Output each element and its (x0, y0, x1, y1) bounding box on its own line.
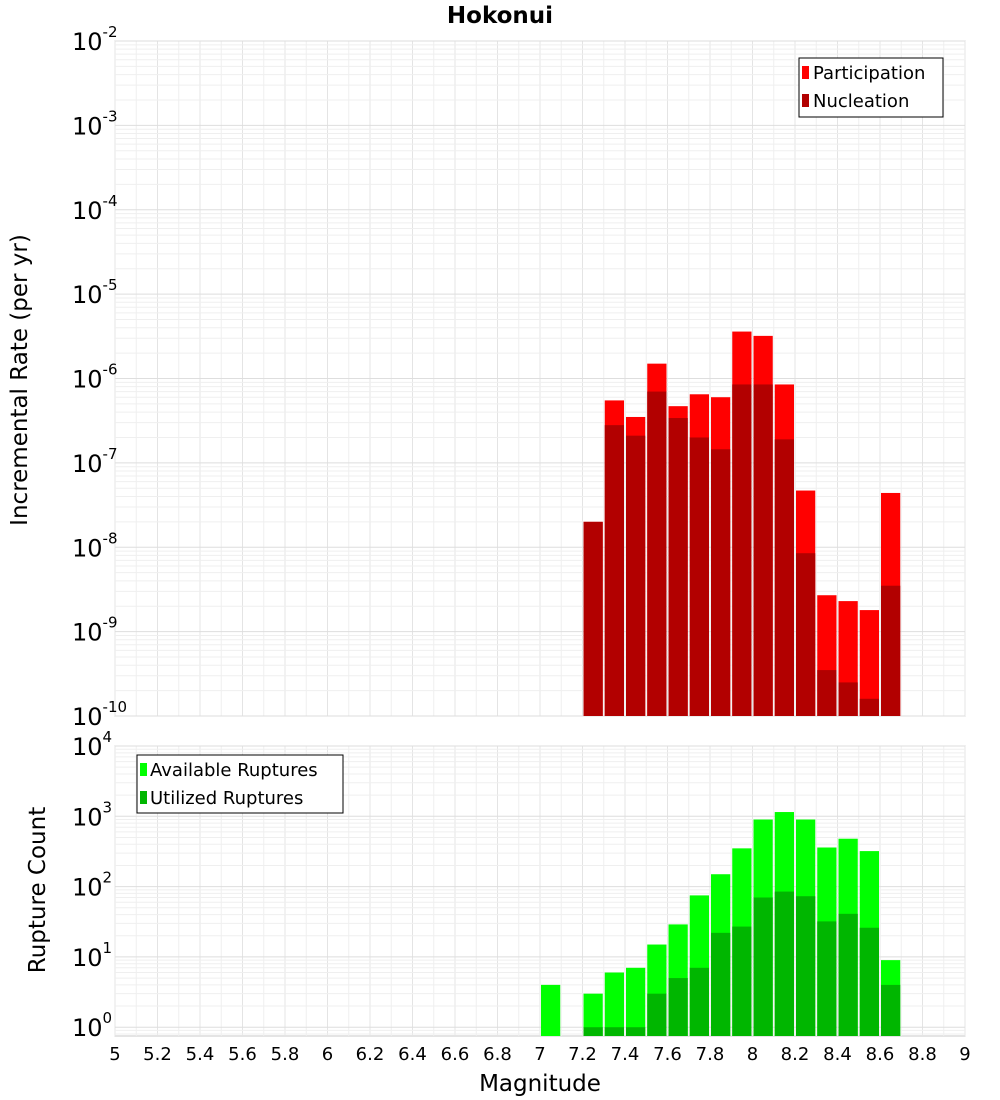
bottom-bar-series-b (626, 1027, 646, 1036)
top-bar-series-b (711, 449, 731, 716)
top-bars (583, 331, 901, 716)
x-tick-label: 5 (109, 1044, 120, 1065)
bottom-panel: 100 101 102 103 104 5 5.2 5.4 5.6 5.8 6 6.2 6.4 6.6 6… (25, 728, 971, 1097)
bottom-y-tick-label: 104 (72, 728, 112, 761)
bottom-y-tick-label: 100 (72, 1009, 112, 1042)
top-y-tick-label: 10-3 (72, 107, 118, 140)
x-tick-label: 5.4 (186, 1044, 215, 1065)
bottom-bar-series-b (668, 978, 688, 1036)
x-tick-label: 8.6 (866, 1044, 895, 1065)
bottom-bars (541, 812, 901, 1036)
bottom-bar-series-a (541, 984, 561, 1036)
bottom-bar-series-b (753, 897, 773, 1036)
x-tick-label: 5.8 (271, 1044, 300, 1065)
chart-title: Hokonui (447, 3, 553, 29)
bottom-y-axis-label: Rupture Count (25, 807, 51, 973)
x-tick-label: 6.4 (398, 1044, 427, 1065)
top-y-tick-label: 10-6 (72, 361, 118, 394)
x-tick-label: 7.8 (696, 1044, 725, 1065)
x-tick-label: 8.2 (781, 1044, 810, 1065)
top-bar-series-b (626, 435, 646, 716)
top-y-tick-label: 10-9 (72, 614, 118, 647)
x-tick-label: 8 (747, 1044, 758, 1065)
bottom-bar-series-a (604, 972, 624, 1036)
bottom-y-ticks: 100 101 102 103 104 (72, 728, 112, 1042)
x-tick-label: 5.2 (143, 1044, 172, 1065)
x-tick-label: 5.6 (228, 1044, 257, 1065)
x-axis-label: Magnitude (479, 1071, 601, 1097)
bottom-bar-series-b (796, 896, 816, 1036)
top-y-tick-label: 10-5 (72, 276, 118, 309)
bottom-bar-series-b (647, 993, 667, 1036)
legend-swatch-available (140, 763, 147, 776)
x-tick-label: 8.8 (908, 1044, 937, 1065)
legend-swatch-utilized (140, 791, 147, 804)
bottom-legend: Available Ruptures Utilized Ruptures (136, 754, 344, 814)
x-tick-label: 6 (322, 1044, 333, 1065)
top-bar-series-b (732, 384, 752, 716)
top-bar-series-b (796, 553, 816, 716)
top-bar-series-b (753, 384, 773, 716)
top-bar-series-b (817, 670, 837, 716)
top-y-axis-label: Incremental Rate (per yr) (7, 234, 33, 526)
x-tick-label: 8.4 (823, 1044, 852, 1065)
top-y-tick-label: 10-8 (72, 529, 118, 562)
x-tick-labels: 5 5.2 5.4 5.6 5.8 6 6.2 6.4 6.6 6.8 7 7.2 7.4 7.6 7.8 8… (109, 1044, 970, 1065)
legend-swatch-nucleation (802, 94, 809, 107)
top-bar-series-b (604, 425, 624, 716)
top-y-ticks: 10-10 10-9 10-8 10-7 10-6 10-5 10-4 10-3 10-2 (72, 23, 127, 731)
top-bar-series-b (689, 437, 709, 716)
top-y-tick-label: 10-4 (72, 192, 118, 225)
top-bar-series-b (859, 698, 879, 716)
bottom-y-tick-label: 103 (72, 798, 112, 831)
x-tick-label: 7.2 (568, 1044, 597, 1065)
bottom-bar-series-a (626, 967, 646, 1036)
x-tick-label: 7 (534, 1044, 545, 1065)
bottom-y-tick-label: 101 (72, 939, 112, 972)
bottom-bar-series-b (732, 926, 752, 1036)
top-grid (114, 40, 966, 717)
bottom-y-tick-label: 102 (72, 869, 112, 902)
top-bar-series-b (583, 521, 603, 716)
legend-swatch-participation (802, 66, 809, 79)
top-bar-series-b (668, 418, 688, 716)
x-tick-label: 7.4 (611, 1044, 640, 1065)
top-legend: Participation Nucleation (798, 57, 944, 118)
bottom-bar-series-b (604, 1027, 624, 1036)
top-bar-series-b (881, 585, 901, 716)
x-tick-label: 7.6 (653, 1044, 682, 1065)
bottom-legend-box (136, 754, 344, 814)
legend-label-participation: Participation (813, 63, 925, 84)
bottom-bar-series-b (838, 913, 858, 1036)
bottom-bar-series-b (881, 984, 901, 1036)
bottom-bar-series-b (859, 927, 879, 1036)
legend-label-utilized: Utilized Ruptures (150, 788, 303, 809)
bottom-bar-series-b (583, 1027, 603, 1036)
top-bar-series-a (859, 610, 879, 716)
top-bar-series-b (774, 439, 794, 716)
top-panel: 10-10 10-9 10-8 10-7 10-6 10-5 10-4 10-3 10-2 In… (7, 23, 966, 731)
top-legend-box (798, 57, 944, 118)
bottom-bar-series-b (774, 891, 794, 1036)
top-y-tick-label: 10-7 (72, 445, 118, 478)
top-bar-series-b (647, 391, 667, 716)
bottom-bar-series-a (583, 993, 603, 1036)
legend-label-available: Available Ruptures (150, 760, 318, 781)
x-tick-label: 6.6 (441, 1044, 470, 1065)
x-tick-label: 9 (959, 1044, 970, 1065)
x-tick-label: 6.2 (356, 1044, 385, 1065)
x-tick-label: 6.8 (483, 1044, 512, 1065)
legend-label-nucleation: Nucleation (813, 91, 909, 112)
bottom-bar-series-b (689, 967, 709, 1036)
top-y-tick-label: 10-10 (72, 698, 127, 731)
top-bar-series-b (838, 682, 858, 716)
bottom-bar-series-b (817, 921, 837, 1036)
top-y-tick-label: 10-2 (72, 23, 118, 56)
bottom-bar-series-b (711, 932, 731, 1036)
